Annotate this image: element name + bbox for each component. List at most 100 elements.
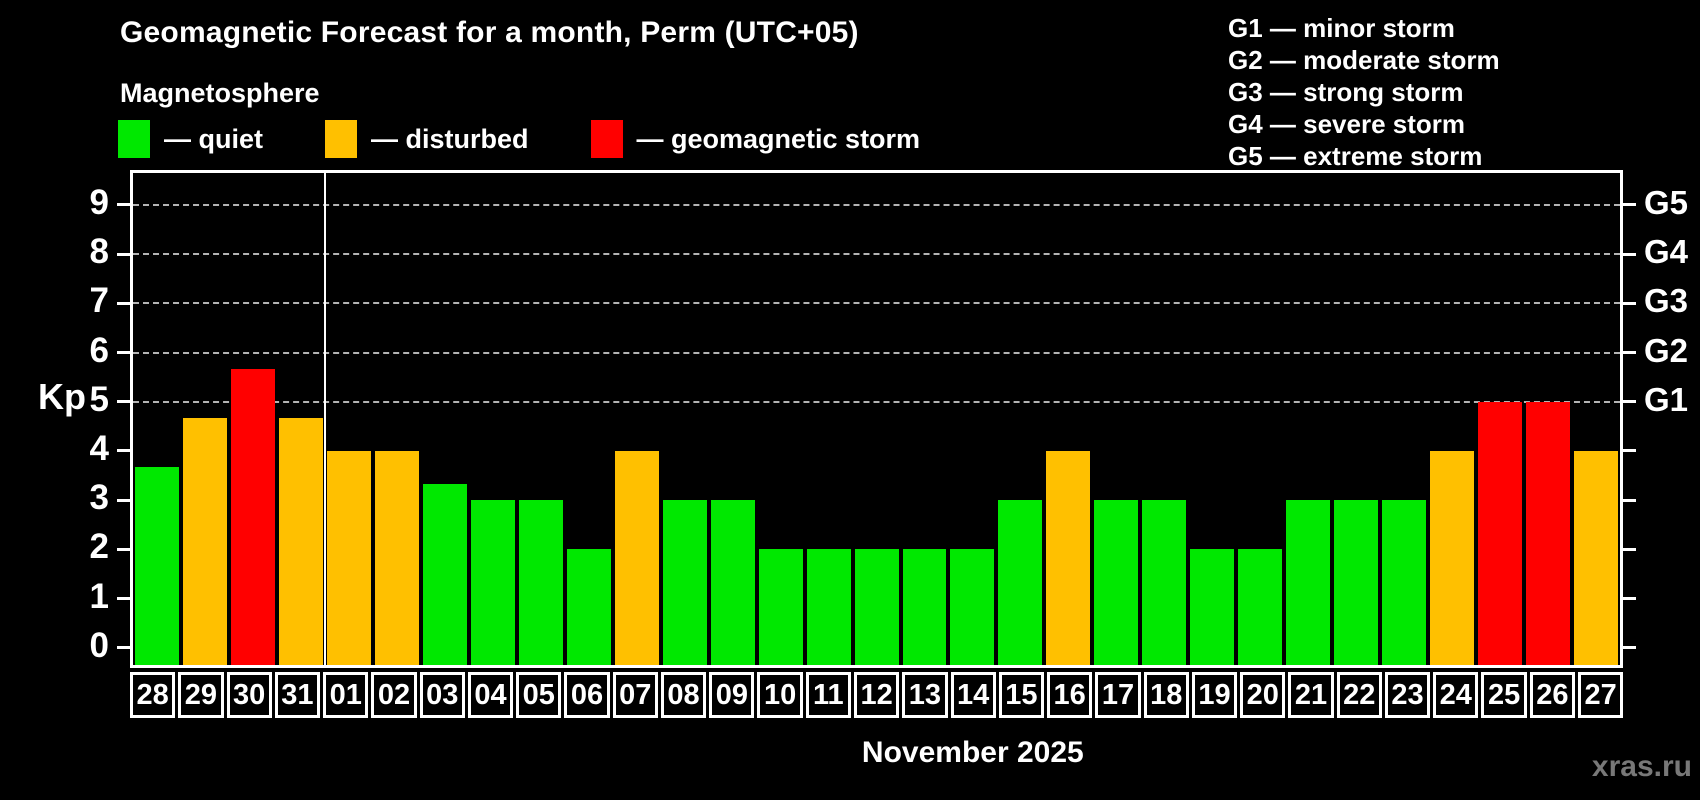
legend-quiet-label: — quiet [164,123,263,154]
storm-color-swatch [590,120,623,158]
kp-bar-day-09 [710,500,755,665]
day-label-19: 19 [1191,672,1238,718]
kp-bar-day-28 [135,467,179,665]
legend-item-quiet: — quiet [118,120,263,158]
bar-column-day-02 [373,173,421,665]
bar-column-day-17 [1092,173,1140,665]
day-label-25: 25 [1481,672,1527,718]
kp-bar-day-10 [758,549,803,665]
gridline-kp9 [133,203,1620,206]
left-tick-kp6 [117,351,130,355]
day-label-27: 27 [1577,672,1624,718]
bar-column-day-23 [1380,173,1428,665]
bar-column-day-29 [181,173,229,665]
storm-scale-item-g5: G5 — extreme storm [1228,141,1483,171]
day-label-26: 26 [1529,672,1575,718]
day-label-24: 24 [1433,672,1479,718]
kp-bar-day-22 [1334,500,1379,665]
left-tick-kp4 [117,449,130,453]
y-tick-label-4: 4 [89,428,109,468]
bar-column-day-26 [1524,173,1572,665]
left-tick-kp0 [117,646,130,650]
kp-bar-day-03 [422,483,467,665]
kp-bar-day-19 [1190,549,1235,665]
kp-bar-day-20 [1238,549,1283,665]
day-label-31: 31 [274,672,321,718]
day-label-18: 18 [1143,672,1189,718]
bars-layer [133,173,1620,665]
y-tick-label-6: 6 [89,330,109,370]
bar-column-day-18 [1140,173,1188,665]
bar-column-day-01 [325,173,373,665]
plot-area [130,170,1623,668]
kp-bar-day-30 [230,368,275,665]
chart-title: Geomagnetic Forecast for a month, Perm (… [120,16,859,49]
g-scale-axis-label-g3: G3 [1644,282,1689,320]
bar-column-day-31 [277,173,325,665]
bar-column-day-30 [229,173,277,665]
legend-item-storm: — geomagnetic storm [590,120,920,158]
g-scale-axis-label-g1: G1 [1644,380,1689,418]
bar-column-day-10 [757,173,805,665]
left-tick-kp5 [117,400,130,404]
kp-bar-day-24 [1430,450,1475,665]
kp-bar-day-31 [278,418,323,665]
bar-column-day-19 [1188,173,1236,665]
left-tick-kp7 [117,301,130,305]
right-tick-kp3 [1623,498,1636,502]
left-tick-kp2 [117,547,130,551]
kp-bar-day-11 [806,549,851,665]
storm-scale-item-g2: G2 — moderate storm [1228,45,1500,75]
y-tick-label-7: 7 [89,281,109,321]
storm-scale-legend: G1 — minor storm G2 — moderate storm G3 — … [1228,12,1500,172]
day-label-21: 21 [1288,672,1334,718]
storm-scale-item-g1: G1 — minor storm [1228,13,1455,43]
kp-bar-day-04 [470,500,515,665]
day-label-03: 03 [419,672,465,718]
bar-column-day-05 [517,173,565,665]
y-tick-label-9: 9 [89,182,109,222]
left-tick-kp9 [117,203,130,207]
day-label-29: 29 [178,672,224,718]
day-label-01: 01 [323,672,369,718]
y-axis-title: Kp [38,376,86,417]
kp-bar-day-14 [950,549,995,665]
kp-bar-day-29 [182,418,227,665]
gridline-kp7 [133,302,1620,305]
day-label-14: 14 [950,672,996,718]
bar-column-day-07 [613,173,661,665]
y-tick-label-3: 3 [89,478,109,518]
kp-bar-day-23 [1382,500,1427,665]
day-label-15: 15 [998,672,1045,718]
kp-bar-day-12 [854,549,899,665]
bar-column-day-11 [805,173,853,665]
gridline-kp5 [133,400,1620,403]
left-tick-kp3 [117,498,130,502]
right-tick-kp9 [1623,203,1636,207]
kp-bar-day-06 [566,549,611,665]
kp-bar-day-07 [614,450,659,665]
right-tick-kp6 [1623,351,1636,355]
right-tick-kp4 [1623,449,1636,453]
day-label-05: 05 [516,672,562,718]
kp-bar-day-17 [1094,500,1139,665]
kp-bar-day-01 [326,450,371,665]
bar-column-day-16 [1044,173,1092,665]
kp-bar-day-05 [518,500,563,665]
storm-scale-item-g3: G3 — strong storm [1228,77,1464,107]
day-label-30: 30 [226,672,272,718]
bar-column-day-28 [133,173,181,665]
bar-column-day-25 [1476,173,1524,665]
bar-column-day-03 [421,173,469,665]
right-tick-kp2 [1623,547,1636,551]
left-tick-kp1 [117,597,130,601]
kp-bar-day-25 [1478,401,1523,665]
day-label-11: 11 [805,672,851,718]
right-tick-kp5 [1623,400,1636,404]
day-label-20: 20 [1240,672,1286,718]
x-axis-title: November 2025 [861,736,1084,769]
y-tick-label-2: 2 [89,527,109,567]
day-label-06: 06 [564,672,610,718]
bar-column-day-12 [853,173,901,665]
